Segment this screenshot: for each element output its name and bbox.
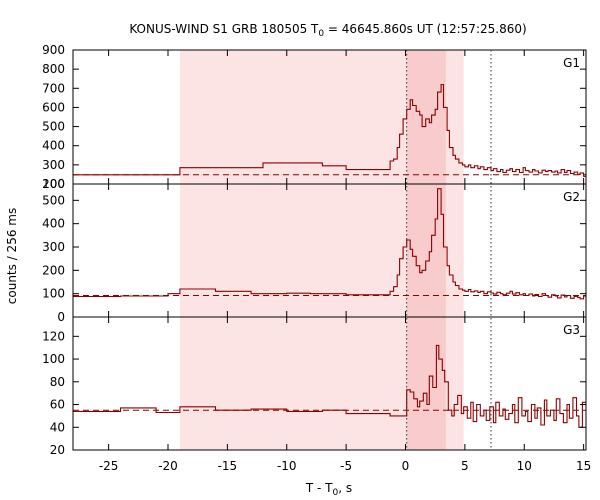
panel-label-G2: G2: [563, 190, 580, 204]
panel-label-G3: G3: [563, 323, 580, 337]
y-tick-label-G3-20: 20: [50, 443, 65, 457]
x-tick-label-10: 10: [517, 459, 532, 473]
panel-frame-G3: [72, 316, 587, 451]
y-tick-label-G1-700: 700: [42, 81, 65, 95]
y-tick-label-G2-500: 500: [42, 193, 65, 207]
y-tick-label-G3-120: 120: [42, 329, 65, 343]
shaded-region-1: [406, 50, 446, 450]
x-tick-label--5: -5: [340, 459, 352, 473]
y-tick-label-G1-600: 600: [42, 100, 65, 114]
y-tick-label-G2-100: 100: [42, 287, 65, 301]
x-tick-label--10: -10: [277, 459, 297, 473]
lightcurve-G1: [73, 83, 586, 177]
y-tick-label-G2-200: 200: [42, 263, 65, 277]
y-tick-label-G1-900: 900: [42, 43, 65, 57]
shaded-regions: [179, 50, 464, 450]
y-tick-label-G1-800: 800: [42, 62, 65, 76]
y-tick-label-G2-400: 400: [42, 217, 65, 231]
x-tick-label-15: 15: [576, 459, 591, 473]
y-tick-label-G3-80: 80: [50, 375, 65, 389]
y-axis-label: counts / 256 ms: [5, 208, 19, 304]
y-tick-label-G3-60: 60: [50, 398, 65, 412]
y-tick-label-G1-500: 500: [42, 120, 65, 134]
y-tick-label-G2-0: 0: [57, 310, 65, 324]
x-tick-label-0: 0: [402, 459, 410, 473]
y-tick-label-G3-40: 40: [50, 420, 65, 434]
chart-title: KONUS-WIND S1 GRB 180505 T0 = 46645.860s…: [129, 22, 526, 39]
y-tick-label-G2-300: 300: [42, 240, 65, 254]
panel-label-G1: G1: [563, 56, 580, 70]
lightcurve-G2: [73, 188, 586, 300]
panel-G3: 120 100 80 60 40 20 G3: [42, 316, 587, 457]
overlay-lines: -25 -20 -15 -10 -5 0 5 10 15: [99, 50, 591, 473]
x-tick-label--20: -20: [158, 459, 178, 473]
panels: 900800700600500400300200100G150040030020…: [42, 43, 587, 457]
y-tick-label-G3-100: 100: [42, 352, 65, 366]
x-axis-label: T - T0, s: [305, 481, 352, 498]
x-tick-label--15: -15: [218, 459, 238, 473]
lightcurve-G3: [73, 344, 586, 428]
y-tick-label-extra-G1: 100: [42, 177, 65, 191]
y-tick-label-G1-300: 300: [42, 158, 65, 172]
x-tick-label-5: 5: [461, 459, 469, 473]
x-tick-label--25: -25: [99, 459, 119, 473]
y-tick-label-G1-200: 200: [42, 177, 65, 191]
y-tick-label-G1-400: 400: [42, 139, 65, 153]
